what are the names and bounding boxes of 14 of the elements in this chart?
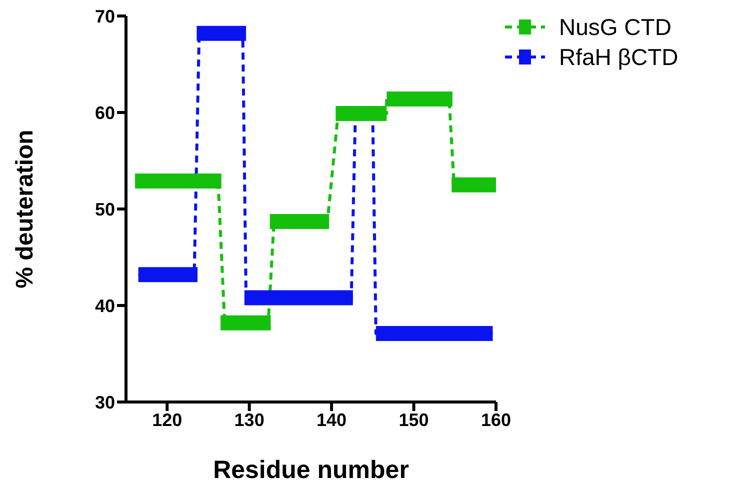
x-tick-label: 120 bbox=[152, 410, 182, 430]
x-tick-label: 140 bbox=[316, 410, 347, 430]
y-tick-label: 40 bbox=[94, 296, 115, 316]
y-tick-label: 30 bbox=[94, 392, 115, 412]
x-tick-label: 130 bbox=[234, 410, 264, 430]
legend-label: RfaH βCTD bbox=[559, 44, 678, 70]
y-axis-title: % deuteration bbox=[12, 130, 39, 288]
y-tick-label: 70 bbox=[94, 6, 115, 26]
y-tick-label: 50 bbox=[94, 199, 115, 220]
legend-label: NusG CTD bbox=[559, 14, 672, 40]
y-tick-label: 60 bbox=[94, 102, 115, 123]
x-tick-label: 150 bbox=[398, 410, 429, 430]
x-tick-label: 160 bbox=[480, 410, 512, 430]
x-axis-title: Residue number bbox=[213, 456, 410, 484]
